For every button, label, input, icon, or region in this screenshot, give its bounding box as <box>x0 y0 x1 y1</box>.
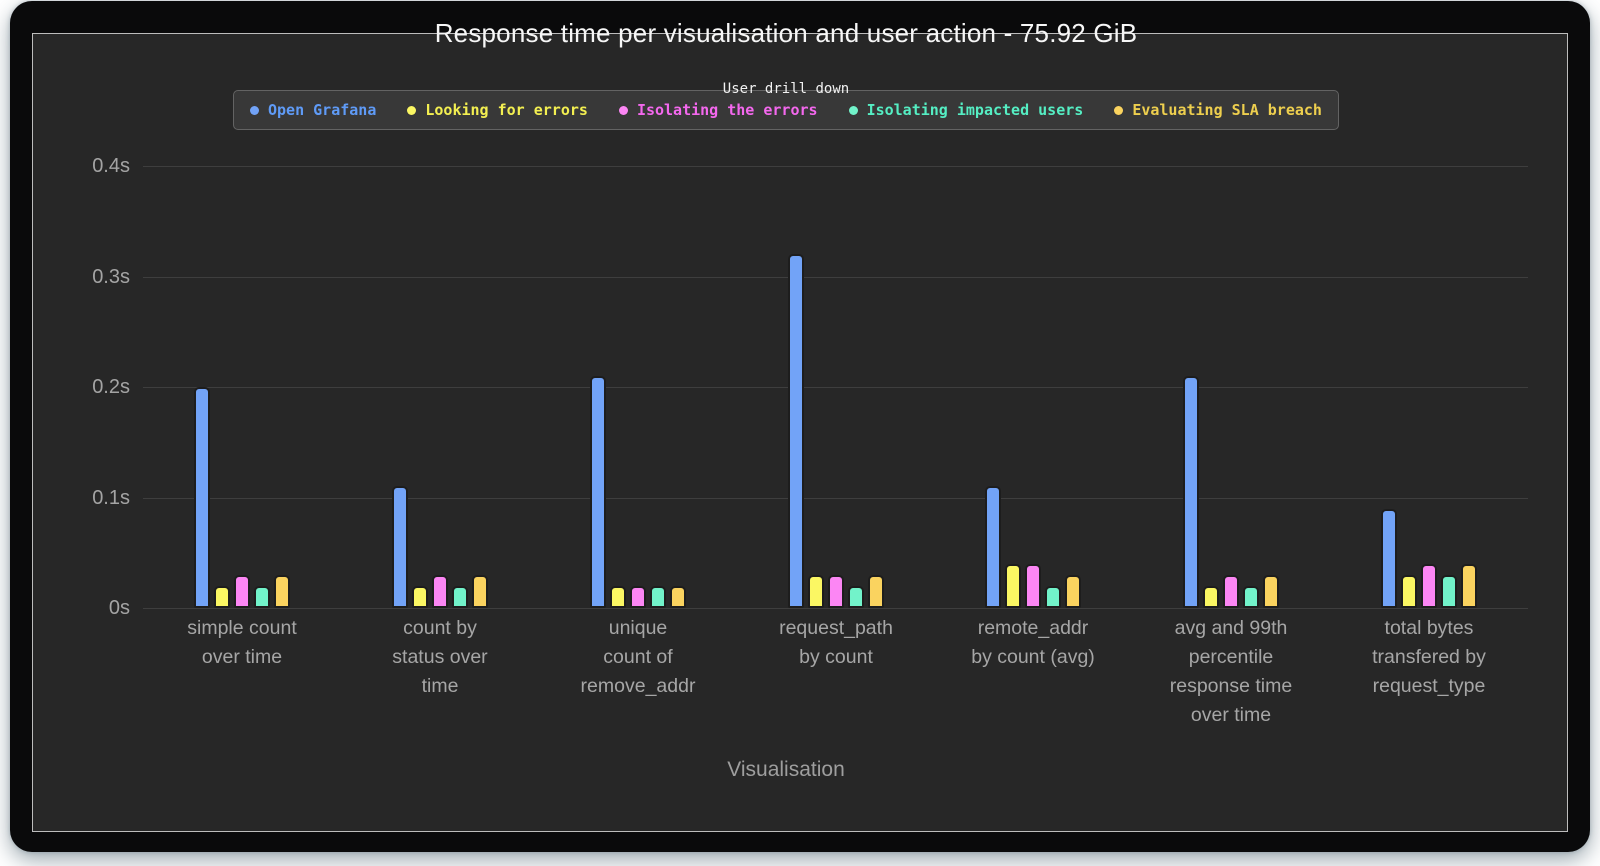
x-category-label-line: count by <box>403 617 477 639</box>
x-category-label-line: by count (avg) <box>971 646 1095 668</box>
x-category-label-line: time <box>421 675 459 697</box>
legend-swatch-icon <box>250 105 259 115</box>
bar-evaluating-sla-breach[interactable] <box>670 586 686 608</box>
bar-looking-for-errors[interactable] <box>808 575 824 608</box>
x-category-label: total bytes transfered by request_type <box>1354 614 1504 701</box>
bar-isolating-the-errors[interactable] <box>432 575 448 608</box>
bar-isolating-the-errors[interactable] <box>1223 575 1239 608</box>
bar-open-grafana[interactable] <box>788 254 804 608</box>
bar-isolating-the-errors[interactable] <box>828 575 844 608</box>
bar-isolating-the-errors[interactable] <box>1025 564 1041 608</box>
bar-open-grafana[interactable] <box>194 387 210 608</box>
y-tick-label: 0s <box>108 597 130 619</box>
legend-swatch-icon <box>848 105 858 115</box>
x-category-label-line: remote_addr <box>977 617 1089 639</box>
x-category-label-line: status over <box>392 646 488 668</box>
bar-evaluating-sla-breach[interactable] <box>274 575 290 608</box>
bar-evaluating-sla-breach[interactable] <box>472 575 488 608</box>
x-category-label: unique count of remove_addr <box>563 614 713 701</box>
x-category-label: simple count over time <box>167 614 317 672</box>
x-category-label-line: request_path <box>779 617 893 639</box>
legend-item-isolating-impacted-users[interactable]: Isolating impacted users <box>848 101 1084 119</box>
x-category-label-line: over time <box>1190 704 1272 726</box>
bar-isolating-impacted-users[interactable] <box>254 586 270 608</box>
y-tick-label: 0.4s <box>92 155 130 177</box>
legend-item-label: Evaluating SLA breach <box>1132 101 1322 119</box>
x-category-label-line: unique <box>608 617 668 639</box>
x-category-label-line: response time <box>1169 675 1293 697</box>
y-tick-label: 0.1s <box>92 486 130 509</box>
legend-swatch-icon <box>407 105 417 115</box>
legend-swatch-icon <box>1114 105 1124 115</box>
bar-isolating-impacted-users[interactable] <box>1243 586 1259 608</box>
bar-isolating-impacted-users[interactable] <box>1441 575 1457 608</box>
bar-isolating-the-errors[interactable] <box>234 575 250 608</box>
bar-evaluating-sla-breach[interactable] <box>1263 575 1279 608</box>
legend-item-open-grafana[interactable]: Open Grafana <box>250 101 376 119</box>
x-category-label-line: transfered by <box>1372 646 1486 668</box>
legend-item-label: Looking for errors <box>425 101 588 119</box>
x-category-label-line: avg and 99th <box>1174 617 1288 639</box>
gridline <box>143 608 1528 609</box>
legend-item-looking-for-errors[interactable]: Looking for errors <box>407 101 588 119</box>
bar-looking-for-errors[interactable] <box>214 586 230 608</box>
legend-item-label: Isolating impacted users <box>866 101 1084 119</box>
bar-isolating-impacted-users[interactable] <box>1045 586 1061 608</box>
bar-open-grafana[interactable] <box>1381 509 1397 608</box>
legend: Open Grafana Looking for errors Isolating … <box>233 90 1339 130</box>
bar-isolating-impacted-users[interactable] <box>848 586 864 608</box>
bar-isolating-the-errors[interactable] <box>630 586 646 608</box>
x-category-label-line: by count <box>799 646 873 668</box>
bar-isolating-the-errors[interactable] <box>1421 564 1437 608</box>
legend-title: User drill down <box>722 81 850 97</box>
bar-looking-for-errors[interactable] <box>412 586 428 608</box>
x-category-label-line: percentile <box>1188 646 1274 668</box>
bar-looking-for-errors[interactable] <box>1401 575 1417 608</box>
x-category-label-line: request_type <box>1372 675 1486 697</box>
bar-isolating-impacted-users[interactable] <box>650 586 666 608</box>
bar-evaluating-sla-breach[interactable] <box>1065 575 1081 608</box>
y-tick-label: 0.3s <box>92 265 130 288</box>
legend-item-evaluating-sla-breach[interactable]: Evaluating SLA breach <box>1114 101 1322 119</box>
bar-evaluating-sla-breach[interactable] <box>1461 564 1477 608</box>
bar-open-grafana[interactable] <box>985 486 1001 608</box>
gridline <box>143 166 1528 167</box>
bar-isolating-impacted-users[interactable] <box>452 586 468 608</box>
gridline <box>143 276 1528 278</box>
bar-looking-for-errors[interactable] <box>1203 586 1219 608</box>
legend-item-isolating-the-errors[interactable]: Isolating the errors <box>618 101 818 119</box>
legend-swatch-icon <box>618 105 628 115</box>
gridline <box>143 387 1528 388</box>
y-tick-label: 0.2s <box>92 376 130 398</box>
x-category-label: count by status over time <box>365 614 515 701</box>
x-category-label: avg and 99th percentile response time over … <box>1156 614 1306 730</box>
x-category-label-line: remove_addr <box>580 675 696 697</box>
legend-item-label: Open Grafana <box>268 101 377 119</box>
x-category-label-line: count of <box>603 646 673 668</box>
x-category-label-line: total bytes <box>1384 617 1474 639</box>
chart-title: Response time per visualisation and user… <box>434 18 1138 48</box>
legend-item-label: Isolating the errors <box>636 101 818 119</box>
x-category-label-line: simple count <box>187 617 297 639</box>
bar-open-grafana[interactable] <box>590 376 606 608</box>
x-category-label-line: over time <box>201 646 283 668</box>
bar-evaluating-sla-breach[interactable] <box>868 575 884 608</box>
x-axis-title: Visualisation <box>727 758 845 781</box>
bar-looking-for-errors[interactable] <box>610 586 626 608</box>
bar-open-grafana[interactable] <box>1183 376 1199 608</box>
gridline <box>143 497 1528 499</box>
bar-looking-for-errors[interactable] <box>1005 564 1021 608</box>
bar-open-grafana[interactable] <box>392 486 408 608</box>
